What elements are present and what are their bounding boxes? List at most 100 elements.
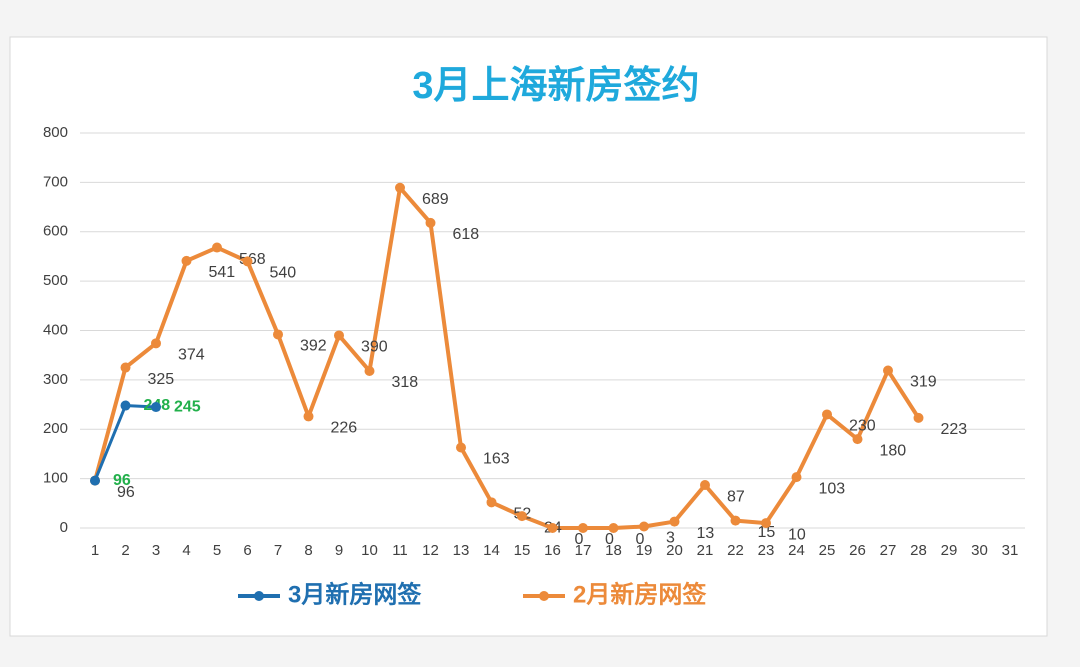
point — [303, 411, 314, 422]
x-tick-label: 4 — [182, 542, 190, 559]
data-label: 3 — [666, 530, 675, 547]
y-tick-label: 100 — [43, 470, 68, 487]
point — [730, 515, 741, 526]
x-tick-label: 22 — [727, 542, 744, 559]
x-tick-label: 16 — [544, 542, 561, 559]
data-label: 15 — [758, 524, 776, 541]
x-tick-label: 29 — [941, 542, 958, 559]
data-label: 0 — [605, 531, 614, 548]
x-tick-label: 30 — [971, 542, 988, 559]
x-tick-label: 18 — [605, 542, 622, 559]
x-tick-label: 28 — [910, 542, 927, 559]
point — [90, 475, 100, 486]
point — [669, 516, 680, 527]
point — [181, 255, 192, 266]
legend-label: 2月新房网签 — [573, 580, 707, 608]
x-tick-label: 26 — [849, 542, 866, 559]
point — [517, 511, 527, 522]
data-label: 163 — [483, 451, 510, 468]
point — [364, 365, 375, 376]
data-label: 223 — [941, 421, 968, 438]
point — [334, 330, 344, 341]
point — [791, 472, 802, 483]
x-tick-label: 14 — [483, 542, 500, 559]
point — [120, 362, 131, 373]
x-tick-label: 3 — [152, 542, 160, 559]
data-label: 540 — [270, 265, 297, 282]
x-tick-label: 5 — [213, 542, 221, 559]
data-label: 392 — [300, 338, 327, 355]
point — [883, 365, 893, 376]
data-label: 618 — [453, 226, 480, 243]
point — [120, 400, 131, 411]
point — [852, 434, 863, 445]
y-tick-label: 700 — [43, 173, 68, 190]
x-tick-label: 1 — [91, 542, 99, 559]
x-tick-label: 20 — [666, 542, 683, 559]
chart-card — [9, 36, 1048, 637]
x-tick-label: 19 — [636, 542, 653, 559]
data-label: 226 — [331, 420, 358, 437]
data-label: 319 — [910, 374, 937, 391]
data-label: 103 — [819, 480, 846, 497]
point — [486, 497, 497, 508]
legend-marker — [539, 591, 549, 601]
y-tick-label: 800 — [43, 124, 68, 141]
x-tick-label: 13 — [453, 542, 470, 559]
x-tick-label: 25 — [819, 542, 836, 559]
point — [913, 412, 924, 423]
data-label: 0 — [575, 531, 584, 548]
data-label: 96 — [113, 472, 131, 489]
point — [578, 523, 588, 533]
x-tick-label: 7 — [274, 542, 282, 559]
point — [273, 329, 283, 340]
x-tick-label: 2 — [121, 542, 129, 559]
x-tick-label: 21 — [697, 542, 714, 559]
point — [151, 402, 161, 413]
point — [212, 242, 222, 253]
point — [456, 442, 466, 453]
chart-title: 3月上海新房签约 — [412, 65, 699, 107]
point — [700, 480, 710, 491]
x-tick-label: 15 — [514, 542, 531, 559]
x-tick-label: 9 — [335, 542, 343, 559]
point — [608, 523, 619, 533]
point — [761, 518, 771, 529]
x-tick-label: 31 — [1002, 542, 1019, 559]
data-label: 0 — [636, 531, 645, 548]
x-tick-label: 8 — [304, 542, 312, 559]
point — [151, 338, 161, 349]
y-tick-label: 500 — [43, 272, 68, 289]
x-tick-label: 17 — [575, 542, 592, 559]
point — [395, 182, 405, 193]
data-label: 689 — [422, 191, 449, 208]
point — [425, 217, 436, 228]
x-tick-label: 10 — [361, 542, 378, 559]
data-label: 13 — [697, 525, 715, 542]
x-tick-label: 11 — [392, 542, 408, 559]
y-tick-label: 200 — [43, 420, 68, 437]
data-label: 180 — [880, 442, 907, 459]
data-label: 390 — [361, 339, 388, 356]
data-label: 10 — [788, 526, 806, 543]
point — [242, 256, 253, 267]
legend-label: 3月新房网签 — [288, 580, 422, 608]
x-tick-label: 6 — [243, 542, 251, 559]
point — [639, 521, 649, 532]
x-tick-label: 24 — [788, 542, 805, 559]
data-label: 318 — [392, 374, 419, 391]
data-label: 87 — [727, 488, 745, 505]
legend-marker — [254, 591, 264, 601]
x-tick-label: 12 — [422, 542, 439, 559]
point — [547, 523, 558, 533]
y-tick-label: 400 — [43, 321, 68, 338]
x-tick-label: 23 — [758, 542, 775, 559]
data-label: 230 — [849, 418, 876, 435]
series-line — [93, 185, 921, 530]
data-label: 374 — [178, 347, 205, 364]
y-tick-label: 0 — [60, 519, 68, 536]
x-tick-label: 27 — [880, 542, 897, 559]
data-label: 96 — [117, 484, 135, 501]
data-label: 541 — [209, 264, 236, 281]
